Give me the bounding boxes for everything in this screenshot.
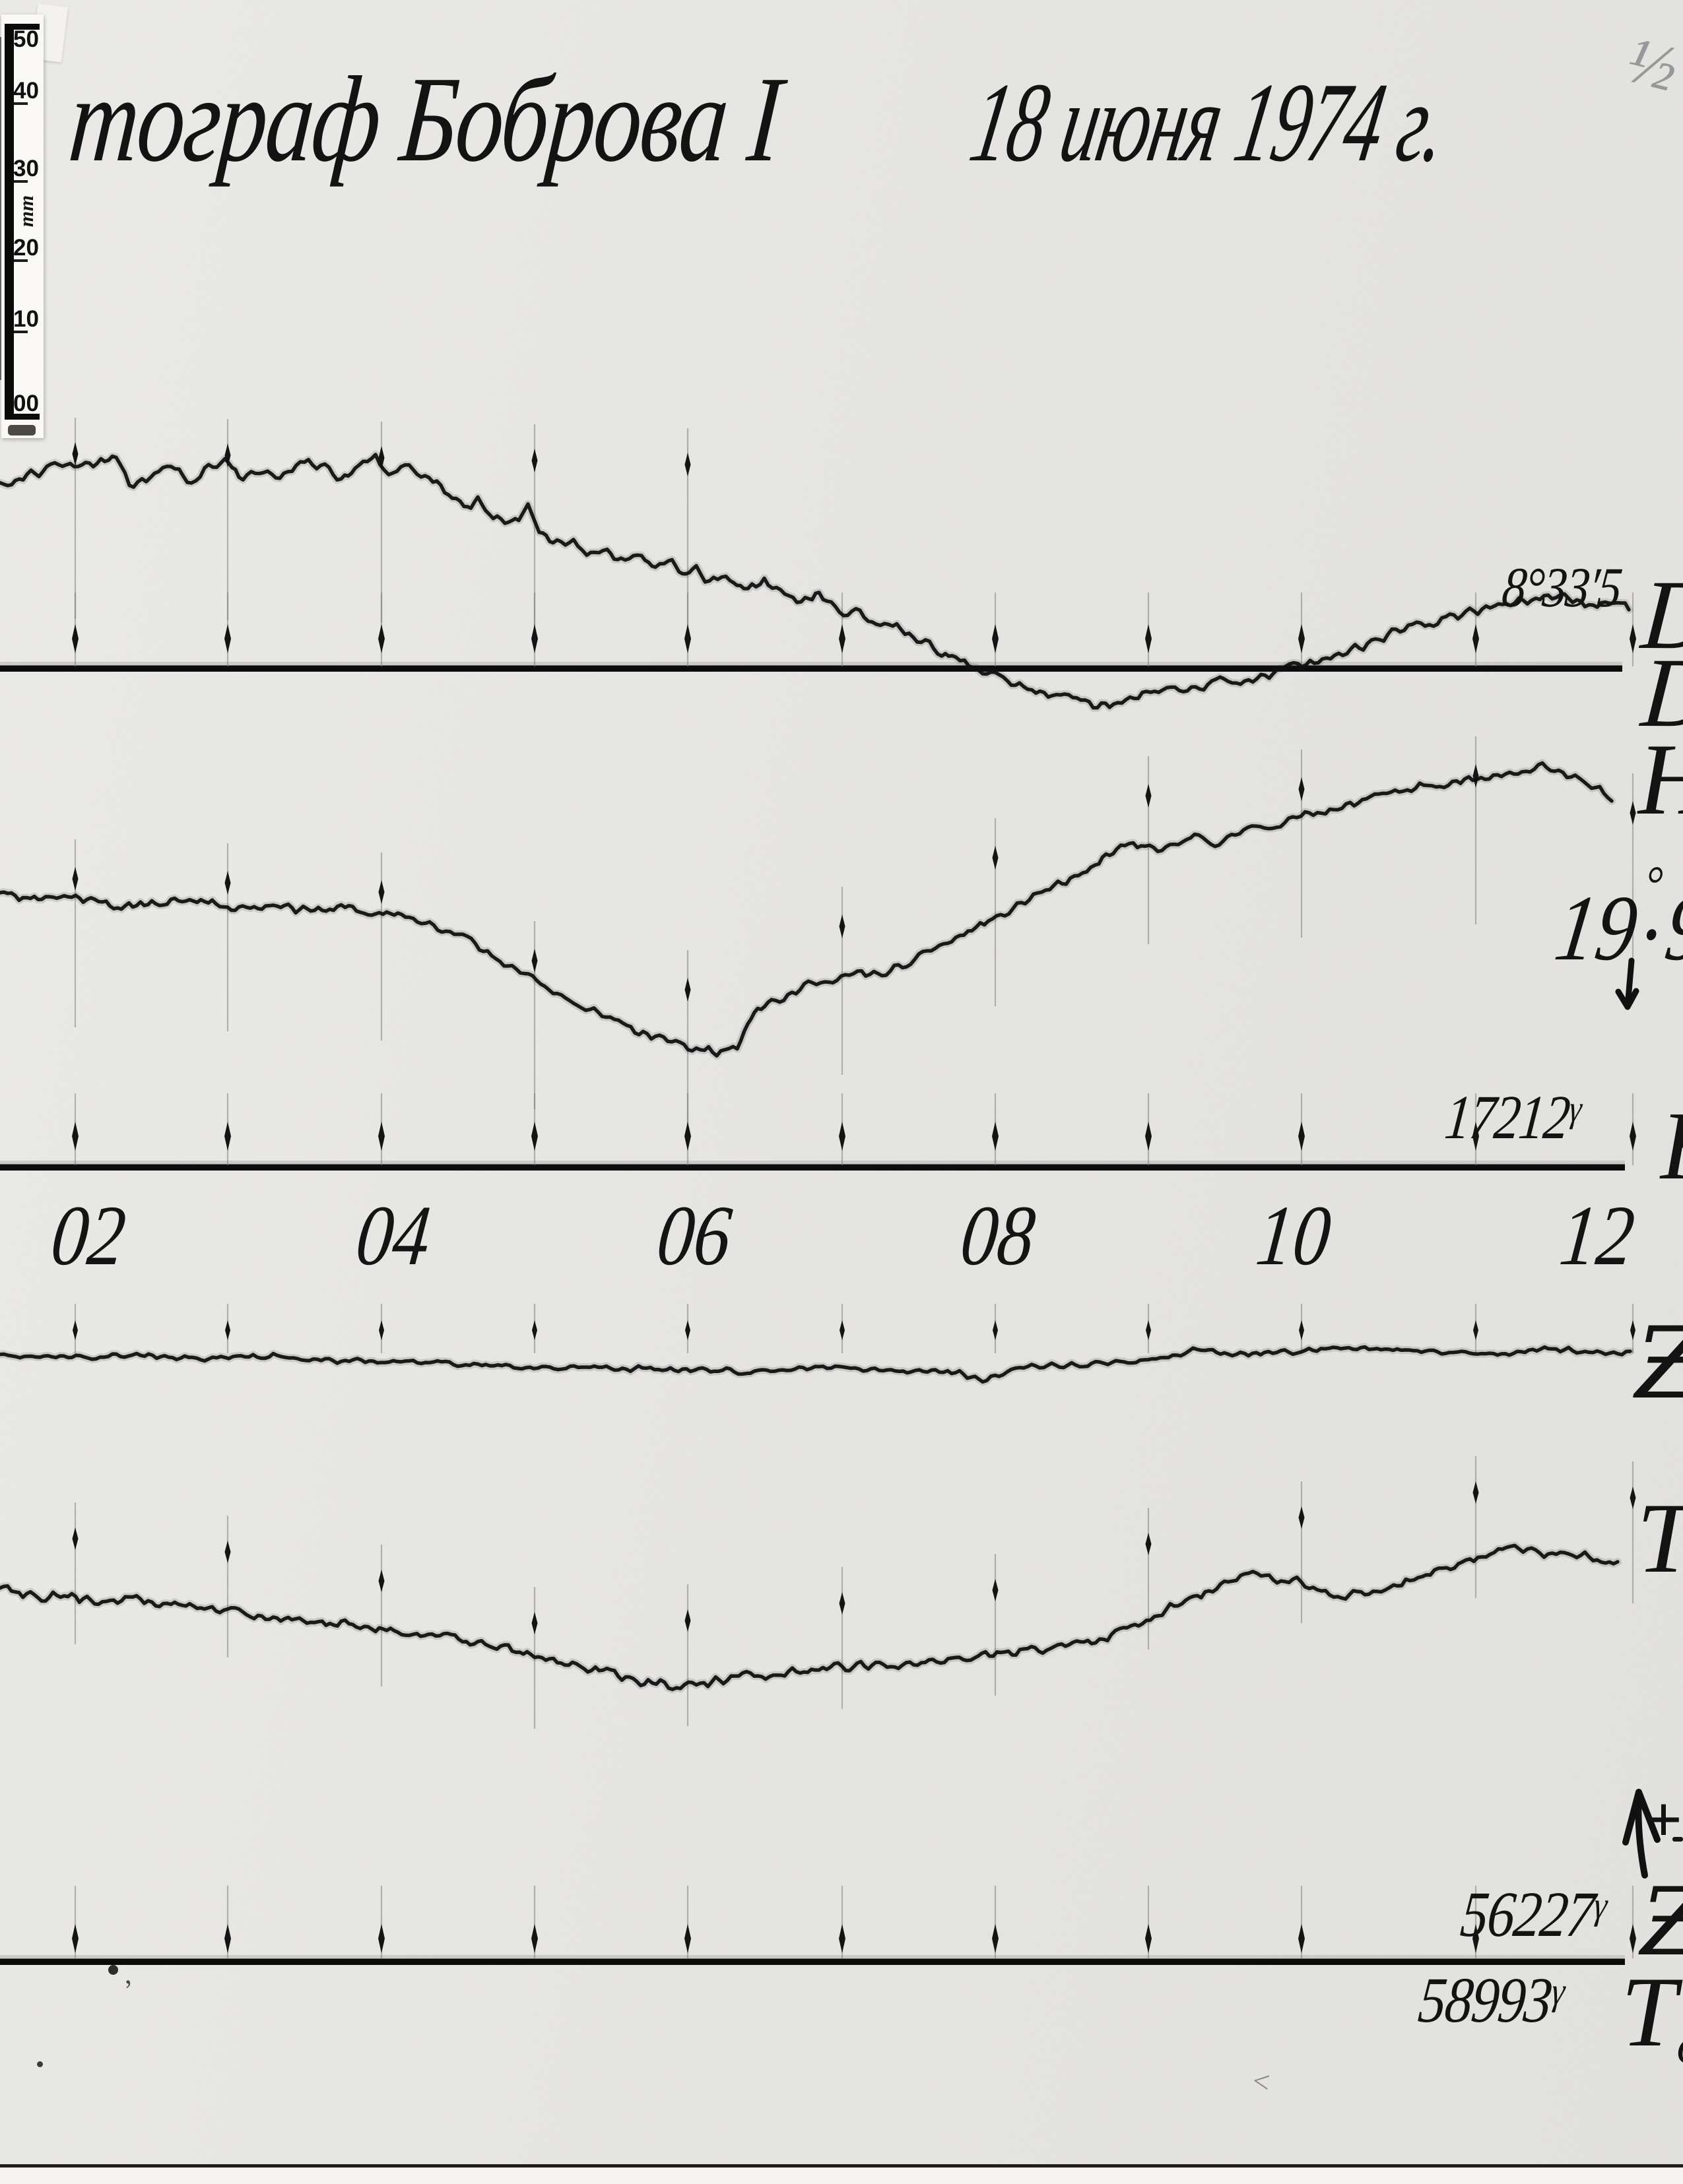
ink-dot-mark (108, 1965, 118, 1975)
hour-tick-marks (72, 418, 1636, 1958)
scale-label-40: 40 (13, 78, 39, 104)
scale-bar-bottom-arm (5, 414, 40, 420)
t-baseline-number: 58993 (1415, 1965, 1555, 2036)
scale-label-30: 30 (13, 156, 39, 181)
z-baseline-value: 56227γ (1457, 1878, 1609, 1952)
scale-bar-top-arm (5, 24, 40, 30)
h-baseline-label: Н (1661, 1090, 1683, 1202)
h-trace-label: Н (1638, 721, 1683, 839)
scale-tick-20 (14, 259, 28, 262)
scale-bar-end-nub (8, 425, 36, 435)
trace-Z (0, 1345, 1632, 1384)
z-trace-label: Ƶ (1635, 1306, 1683, 1421)
z-baseline-label: Ƶ. (1641, 1867, 1683, 1977)
ink-speck (37, 2061, 43, 2067)
hour-label-04: 04 (352, 1188, 435, 1283)
trace-D (0, 453, 1631, 710)
d-baseline-value: 8°33′5 (1499, 556, 1624, 619)
scale-unit-label: mm (15, 195, 38, 228)
hour-label-10: 10 (1252, 1188, 1335, 1283)
dash-mark (1672, 1837, 1683, 1842)
trace-H (0, 761, 1614, 1058)
temperature-label: 19 °. 9 (1549, 855, 1683, 982)
scale-label-50: 50 (13, 26, 39, 52)
traces (0, 450, 1634, 1694)
hour-label-12: 12 (1556, 1188, 1639, 1283)
scale-label-20: 20 (13, 235, 39, 261)
scale-tick-10 (14, 331, 28, 333)
h-baseline-number: 17212 (1441, 1082, 1573, 1152)
paper-bottom-edge (0, 2164, 1683, 2168)
temperature-integer: 19 (1549, 876, 1644, 980)
mm-scale-bar: 50 40 30 20 10 00 mm (1, 15, 44, 438)
scanner-background-strip (0, 2168, 1683, 2184)
down-arrow-icon (1615, 957, 1639, 1010)
scale-tick-40 (14, 102, 28, 105)
t-trace-label: T (1637, 1481, 1683, 1595)
page-date: 18 июня 1974 г. (962, 60, 1455, 185)
scale-label-10: 10 (13, 306, 39, 332)
t-baseline-value: 58993γ (1415, 1964, 1567, 2038)
arrow-annotations (1615, 957, 1661, 1879)
trace-T (0, 1543, 1620, 1692)
hour-label-08: 08 (956, 1188, 1040, 1283)
hour-label-06: 06 (653, 1188, 736, 1283)
plus-sign: + (1645, 1783, 1682, 1856)
t-baseline-subscript: o (1677, 2019, 1683, 2074)
h-baseline-value: 17212γ (1441, 1081, 1583, 1153)
scale-label-00: 00 (13, 391, 39, 416)
scale-bar-line (5, 24, 14, 420)
page-title: тограф Боброва I (64, 51, 785, 187)
scale-tick-30 (14, 180, 28, 183)
z-baseline-letter: Ƶ (1641, 1868, 1683, 1977)
t-baseline-letter: T (1621, 1956, 1677, 2067)
z-baseline-number: 56227 (1457, 1879, 1597, 1950)
t-baseline-label: To (1621, 1954, 1683, 2076)
up-arrow-icon (1622, 1789, 1661, 1879)
hour-label-02: 02 (47, 1188, 130, 1283)
baselines (0, 662, 1625, 1965)
